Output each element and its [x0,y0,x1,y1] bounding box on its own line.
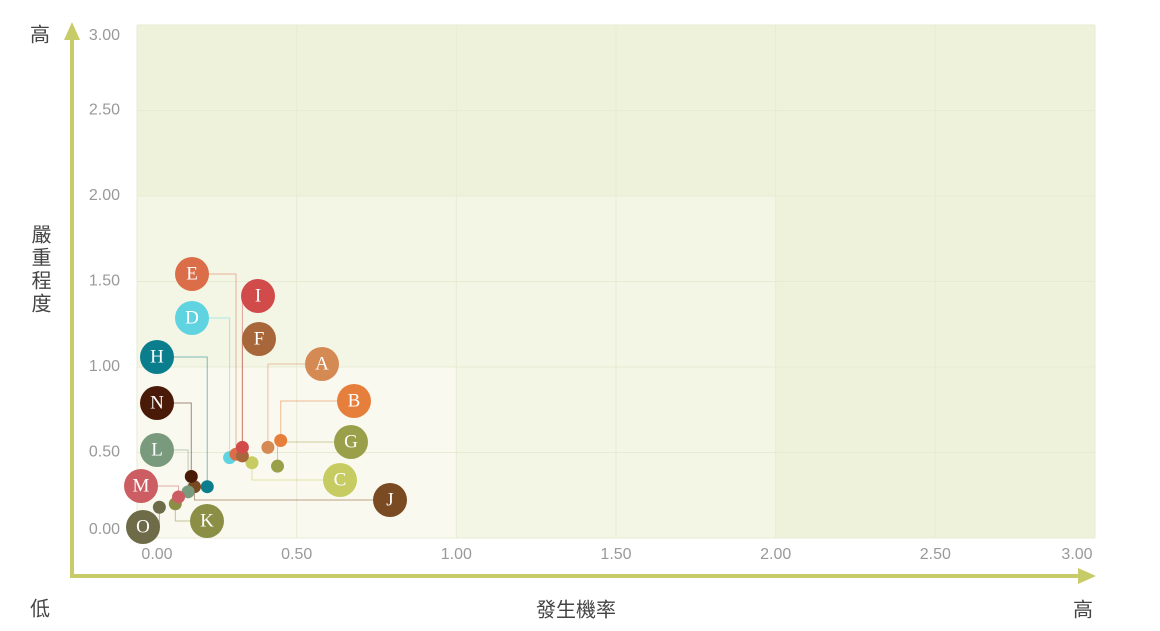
y-tick-label: 2.50 [89,102,120,119]
points: AB C D E F G H I J K LM N O [124,257,407,544]
point-label: C [334,469,347,490]
point-label-bubble [337,384,371,418]
x-axis-title: 發生機率 [536,598,616,622]
point-label: G [344,431,358,452]
point-label: D [185,307,199,328]
origin-label: 低 [30,597,50,621]
point [200,480,214,494]
y-tick-label: 1.00 [89,358,120,375]
point [181,485,195,499]
point-label-bubble [124,469,158,503]
point-label: K [200,510,214,531]
point [172,490,186,504]
point-label: O [136,516,150,537]
point-label-bubble [323,463,357,497]
point-label-bubble [175,301,209,335]
point-label-bubble [373,483,407,517]
y-top-label: 高 [30,23,50,47]
point-label: M [133,475,150,496]
x-arrow [1078,568,1096,584]
y-tick-label: 0.00 [89,521,120,538]
x-tick-label: 2.00 [760,546,791,563]
point [271,459,285,473]
y-tick-label: 3.00 [89,27,120,44]
point-label: A [315,353,329,374]
point-label: F [254,328,265,349]
point-label-bubble [140,386,174,420]
point-label: B [348,390,361,411]
x-tick-label: 1.50 [600,546,631,563]
point-label-bubble [140,433,174,467]
point-label: I [255,285,261,306]
x-tick-label: 0.00 [141,546,172,563]
point-label-bubble [190,504,224,538]
point [235,440,249,454]
point [152,500,166,514]
point-label-bubble [305,347,339,381]
point [245,456,259,470]
x-right-label: 高 [1073,598,1093,622]
point-label-bubble [334,425,368,459]
y-tick-label: 1.50 [89,273,120,290]
point-label-bubble [126,510,160,544]
point-label: H [150,346,164,367]
y-tick-label: 0.50 [89,444,120,461]
point-label-bubble [242,322,276,356]
point-label: E [186,263,198,284]
x-tick-label: 1.00 [441,546,472,563]
grid [136,24,1096,539]
x-tick-label: 2.50 [920,546,951,563]
x-tick-label: 0.50 [281,546,312,563]
point-label: J [386,489,393,510]
y-arrow [64,22,80,40]
point-label: L [151,439,163,460]
point [261,440,275,454]
y-axis-title: 嚴重程度 [28,224,52,316]
x-tick-label: 3.00 [1061,546,1092,563]
point-label: N [150,392,164,413]
point-label-bubble [241,279,275,313]
point-label-bubble [140,340,174,374]
point [274,434,288,448]
leader-line [267,363,322,448]
point-label-bubble [175,257,209,291]
leader-line [280,400,354,441]
y-tick-label: 2.00 [89,187,120,204]
point [184,469,198,483]
